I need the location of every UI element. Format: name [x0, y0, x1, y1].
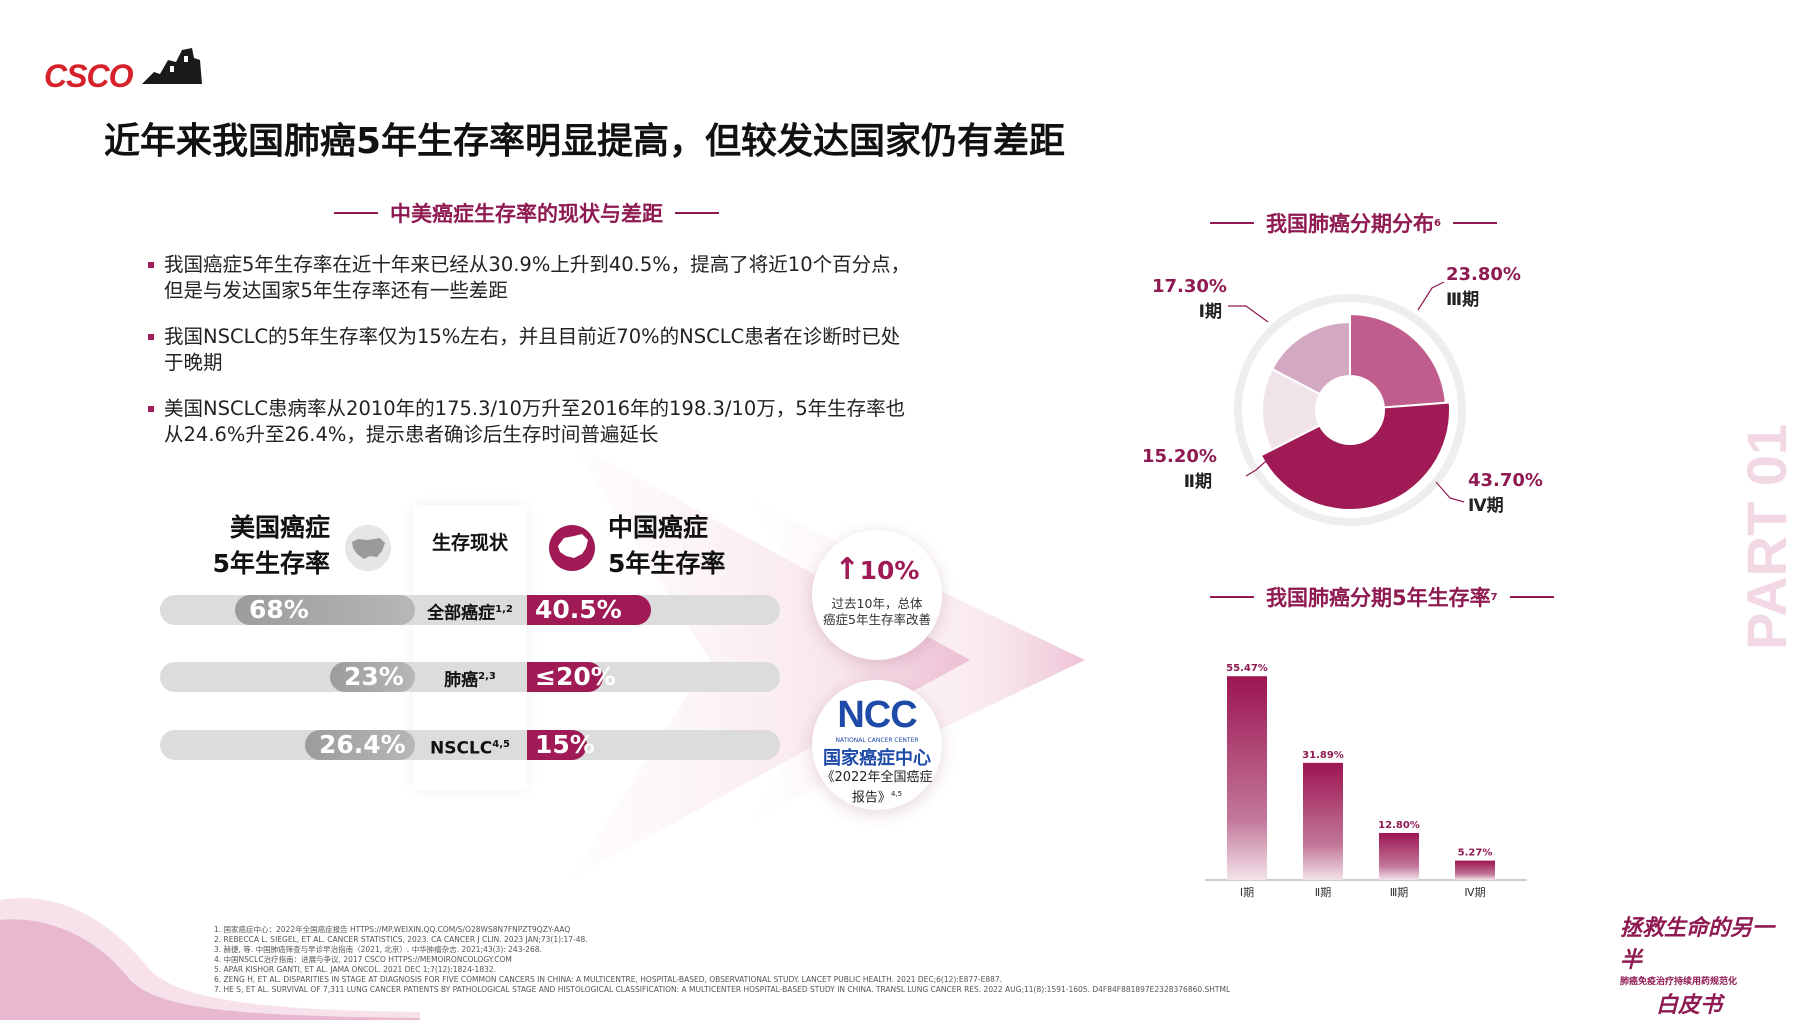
- x-tick-label: Ⅳ期: [1464, 886, 1485, 899]
- pie-section-heading: 我国肺癌分期分布 6: [1198, 208, 1509, 238]
- cn-label-line1: 中国癌症: [608, 513, 709, 542]
- pie-label-stage3: 23.80% Ⅲ期: [1446, 264, 1521, 310]
- us-label-line1: 美国癌症: [229, 513, 330, 542]
- x-tick-label: Ⅱ期: [1315, 886, 1331, 899]
- cn-column-label: 中国癌症 5年生存率: [608, 510, 748, 582]
- bar-section-heading: 我国肺癌分期5年生存率 7: [1198, 582, 1566, 612]
- page-title: 近年来我国肺癌5年生存率明显提高，但较发达国家仍有差距: [104, 121, 1066, 162]
- reference-item: 6. ZENG H, ET AL. DISPARITIES IN STAGE A…: [214, 975, 1003, 984]
- pie-label-stage4: 43.70% Ⅳ期: [1468, 470, 1543, 516]
- donut-hole: [1316, 376, 1384, 444]
- bar-value-label: 5.27%: [1458, 848, 1493, 859]
- row-label-all-cancer: 全部癌症1,2: [427, 603, 513, 624]
- bullet-item: 我国癌症5年生存率在近十年来已经从30.9%上升到40.5%，提高了将近10个百…: [146, 252, 916, 304]
- great-wall-icon: [142, 48, 202, 84]
- logo-text: CSCO: [44, 58, 133, 94]
- bar: [1455, 860, 1495, 880]
- bar-value-label: 31.89%: [1302, 750, 1344, 761]
- reference-item: 7. HE S, ET AL. SURVIVAL OF 7,311 LUNG C…: [214, 985, 1231, 994]
- brand-line1: 拯救生命的另一半: [1620, 915, 1775, 973]
- bullet-item: 美国NSCLC患病率从2010年的175.3/10万升至2016年的198.3/…: [146, 396, 916, 448]
- comparison-row-track: [160, 730, 780, 760]
- cn-bar-all-cancer: 40.5%: [527, 595, 651, 625]
- reference-item: 1. 国家癌症中心：2022年全国癌症报告 HTTPS://MP.WEIXIN.…: [214, 925, 571, 934]
- cn-label-line2: 5年生存率: [608, 549, 726, 578]
- us-bar-lung-cancer: 23%: [330, 662, 415, 692]
- bar: [1303, 762, 1343, 880]
- ncc-callout: NCC NATIONAL CANCER CENTER 国家癌症中心 《2022年…: [812, 680, 942, 810]
- donut-outer-ring: [1234, 294, 1466, 526]
- up-arrow-icon: ↑: [834, 552, 860, 587]
- pie-leader-lines: [1228, 281, 1465, 503]
- comparison-row-track: [160, 662, 780, 692]
- callout1-line2: 癌症5年生存率改善: [823, 612, 931, 627]
- stage-distribution-donut: [1234, 294, 1466, 526]
- white-paper-brand: 拯救生命的另一半 肺癌免疫治疗持续用药规范化 白皮书: [1620, 910, 1780, 1018]
- callout1-line1: 过去10年，总体: [831, 596, 923, 611]
- middle-column-header: 生存现状: [431, 532, 508, 554]
- cn-bar-lung-cancer: ≤20%: [527, 662, 616, 692]
- bar-value-label: 12.80%: [1378, 820, 1420, 831]
- bar-heading-text: 我国肺癌分期5年生存率: [1266, 586, 1491, 610]
- donut-slice: [1261, 367, 1322, 452]
- bullet-item: 我国NSCLC的5年生存率仅为15%左右，并且目前近70%的NSCLC患者在诊断…: [146, 324, 916, 376]
- left-section-heading: 中美癌症生存率的现状与差距: [322, 198, 731, 228]
- x-tick-label: Ⅲ期: [1390, 886, 1409, 899]
- us-map-icon: [345, 525, 391, 571]
- csco-logo: CSCO: [44, 44, 204, 94]
- pie-label-stage2: 15.20% Ⅱ期: [1142, 446, 1217, 492]
- ncc-logo: NCC: [837, 694, 917, 736]
- us-bar-nsclc: 26.4%: [305, 730, 415, 760]
- brand-line2: 肺癌免疫治疗持续用药规范化: [1620, 977, 1738, 987]
- improvement-callout: ↑10% 过去10年，总体 癌症5年生存率改善: [812, 530, 942, 660]
- decorative-wave: [0, 898, 420, 1020]
- survival-bar-chart: 55.47% Ⅰ期 31.89% Ⅱ期 12.80% Ⅲ期 5.27% Ⅳ期: [1205, 663, 1527, 899]
- brand-line3: 白皮书: [1656, 992, 1723, 1018]
- references: 1. 国家癌症中心：2022年全国癌症报告 HTTPS://MP.WEIXIN.…: [214, 925, 1234, 995]
- china-map-icon: [549, 525, 595, 571]
- svg-text:PART 01: PART 01: [1740, 424, 1798, 650]
- ncc-name: 国家癌症中心: [823, 748, 931, 769]
- reference-item: 2. REBECCA L. SIEGEL, ET AL. CANCER STAT…: [214, 935, 588, 944]
- us-column-label: 美国癌症 5年生存率: [190, 510, 330, 582]
- cn-bar-nsclc: 15%: [527, 730, 595, 760]
- us-bar-all-cancer: 68%: [235, 595, 415, 625]
- ncc-logo-sub: NATIONAL CANCER CENTER: [835, 737, 919, 744]
- improvement-pct: 10%: [859, 556, 920, 585]
- pie-label-stage1: 17.30% Ⅰ期: [1152, 276, 1227, 322]
- row-label-nsclc: NSCLC4,5: [430, 738, 510, 759]
- left-section-heading-text: 中美癌症生存率的现状与差距: [390, 202, 663, 226]
- reference-item: 4. 中国NSCLC治疗指南：进展与争议, 2017 CSCO HTTPS://…: [214, 955, 512, 964]
- bar: [1379, 832, 1419, 880]
- reference-item: 5. APAR KISHOR GANTI, ET AL. JAMA ONCOL.…: [214, 965, 497, 974]
- background-arrow: [570, 440, 1085, 880]
- part-label: PART 01: [1740, 424, 1798, 650]
- us-label-line2: 5年生存率: [212, 549, 330, 578]
- bar-value-label: 55.47%: [1226, 663, 1268, 674]
- pie-heading-text: 我国肺癌分期分布: [1266, 212, 1434, 236]
- ncc-report: 《2022年全国癌症 报告》4,5: [821, 770, 933, 806]
- bar: [1227, 676, 1267, 880]
- row-label-lung-cancer: 肺癌2,3: [444, 670, 496, 691]
- x-tick-label: Ⅰ期: [1240, 886, 1254, 899]
- bullet-list: 我国癌症5年生存率在近十年来已经从30.9%上升到40.5%，提高了将近10个百…: [146, 252, 916, 468]
- reference-item: 3. 赫捷, 等. 中国肺癌筛查与早诊早治指南（2021, 北京）. 中华肿瘤杂…: [214, 945, 542, 954]
